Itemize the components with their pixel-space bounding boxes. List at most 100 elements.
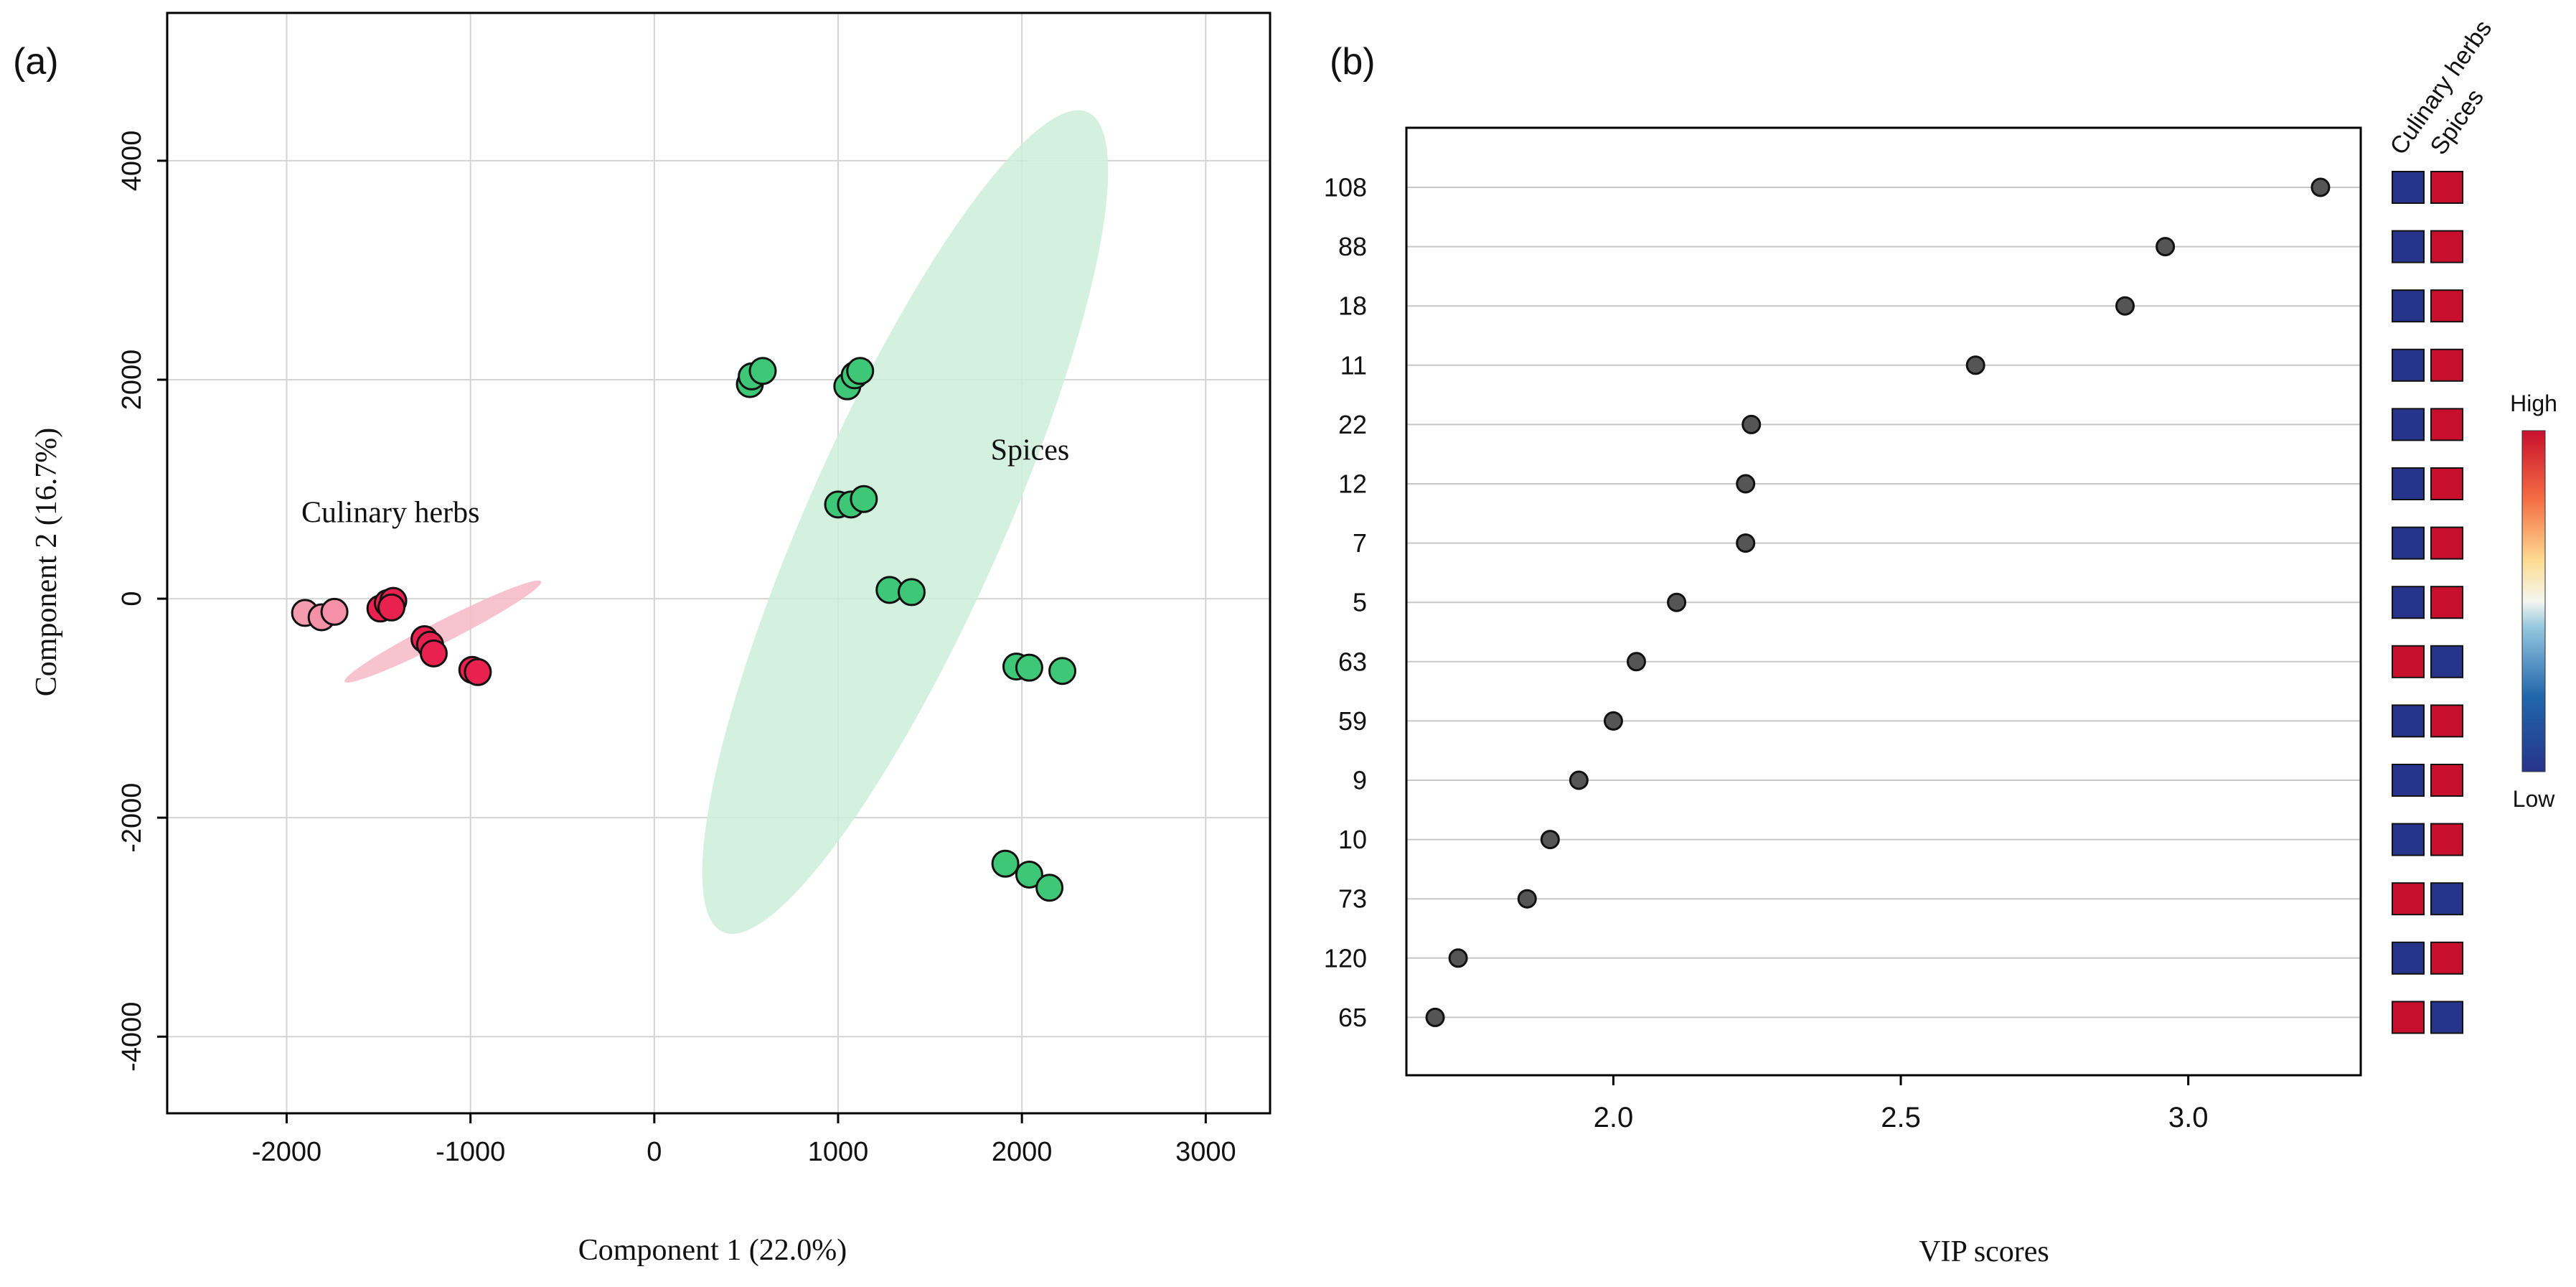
vip-point: [1540, 830, 1560, 850]
scatter-point-culinary-herbs: [320, 597, 349, 626]
scatter-point-spices: [1048, 657, 1077, 685]
heatmap-cell-culinary-herbs: [2392, 230, 2425, 263]
scatter-point-spices: [897, 578, 926, 607]
feature-label: 11: [1340, 350, 1367, 380]
scatter-point-spices: [991, 849, 1020, 878]
heatmap-cell-spices: [2430, 764, 2463, 797]
vip-point: [1448, 948, 1468, 968]
colorbar-low-label: Low: [2513, 786, 2556, 812]
feature-label: 7: [1353, 528, 1367, 558]
heatmap-cell-spices: [2430, 467, 2463, 500]
panel-a-annotations: Culinary herbs Spices: [301, 434, 1069, 529]
panel-a-grid: [167, 13, 1270, 1113]
vip-point: [2115, 296, 2135, 316]
scatter-point-spices: [846, 357, 875, 385]
feature-label: 59: [1338, 706, 1367, 736]
heatmap-cell-culinary-herbs: [2392, 289, 2425, 323]
feature-label: 9: [1353, 766, 1367, 795]
panel-a-label: (a): [13, 41, 59, 83]
y-tick-label: -2000: [117, 783, 147, 853]
panel-a-ellipses: [344, 110, 1109, 934]
heatmap-cell-culinary-herbs: [2392, 1001, 2425, 1034]
vip-point: [1569, 770, 1589, 790]
heatmap-cell-spices: [2430, 171, 2463, 204]
heatmap-cell-culinary-herbs: [2392, 408, 2425, 441]
heatmap-cell-culinary-herbs: [2392, 526, 2425, 560]
scatter-point-spices: [1015, 653, 1043, 682]
y-tick-label: -4000: [117, 1002, 147, 1072]
scatter-point-spices: [1015, 860, 1043, 889]
panel-a: (a) -2000 -1000 0 1000 2000 3000 -4000 -2000 0 2…: [13, 11, 1271, 1267]
scatter-point-spices: [1035, 874, 1064, 902]
vip-point: [1667, 592, 1687, 612]
heatmap-cell-culinary-herbs: [2392, 645, 2425, 678]
heatmap-cell-culinary-herbs: [2392, 941, 2425, 975]
panel-a-plot-frame: [166, 11, 1271, 1115]
heatmap-cell-spices: [2430, 645, 2463, 678]
panel-b-x-axis-label: VIP scores: [1919, 1235, 2049, 1268]
scatter-point-spices: [748, 357, 777, 385]
heatmap-cell-culinary-herbs: [2392, 823, 2425, 856]
panel-a-points: [291, 357, 1077, 902]
heatmap-cell-culinary-herbs: [2392, 704, 2425, 738]
heatmap-cell-culinary-herbs: [2392, 171, 2425, 204]
heatmap-cell-spices: [2430, 408, 2463, 441]
vip-point: [1736, 533, 1756, 553]
feature-label: 108: [1324, 173, 1367, 202]
feature-label: 18: [1338, 291, 1367, 321]
panel-b-heatmap: [2392, 171, 2463, 1034]
x-tick-label: 2000: [992, 1137, 1053, 1167]
group-annotation: Spices: [991, 434, 1070, 467]
group-annotation: Culinary herbs: [301, 496, 479, 529]
panel-b-x-ticks: 2.0 2.5 3.0: [1594, 1075, 2209, 1133]
x-tick-label: 3000: [1175, 1137, 1236, 1167]
feature-label: 5: [1353, 588, 1367, 617]
y-tick-label: 4000: [117, 131, 147, 192]
x-tick-label: 2.0: [1594, 1102, 1634, 1133]
feature-label: 63: [1338, 647, 1367, 676]
scatter-point-culinary-herbs: [464, 657, 492, 686]
x-tick-label: 1000: [808, 1137, 869, 1167]
colorbar-high-label: High: [2510, 390, 2557, 416]
panel-b-plot-frame: [1405, 126, 2362, 1077]
heatmap-cell-culinary-herbs: [2392, 586, 2425, 619]
panel-a-x-ticks: -2000 -1000 0 1000 2000 3000: [252, 1113, 1236, 1167]
feature-label: 12: [1338, 469, 1367, 499]
heatmap-cell-spices: [2430, 882, 2463, 916]
heatmap-cell-spices: [2430, 1001, 2463, 1034]
heatmap-cell-spices: [2430, 586, 2463, 619]
heatmap-cell-culinary-herbs: [2392, 764, 2425, 797]
colorbar: [2521, 430, 2546, 772]
confidence-ellipse-culinary-herbs: [344, 580, 542, 683]
heatmap-cell-spices: [2430, 941, 2463, 975]
heatmap-cell-spices: [2430, 526, 2463, 560]
y-tick-label: 0: [117, 591, 147, 607]
feature-label: 73: [1338, 884, 1367, 914]
heatmap-cell-spices: [2430, 289, 2463, 323]
x-tick-label: 0: [647, 1137, 662, 1167]
scatter-point-spices: [850, 485, 878, 513]
x-tick-label: -1000: [436, 1137, 505, 1167]
vip-point: [2156, 237, 2176, 257]
vip-point: [1626, 652, 1646, 672]
x-tick-label: 2.5: [1881, 1102, 1921, 1133]
panel-a-y-axis-label: Component 2 (16.7%): [30, 428, 63, 696]
heatmap-cell-culinary-herbs: [2392, 348, 2425, 382]
panel-a-x-axis-label: Component 1 (22.0%): [578, 1234, 847, 1267]
vip-point: [1517, 889, 1537, 909]
panel-a-y-ticks: -4000 -2000 0 2000 4000: [117, 131, 167, 1072]
x-tick-label: 3.0: [2168, 1102, 2209, 1133]
confidence-ellipse-spices: [702, 110, 1109, 934]
scatter-point-culinary-herbs: [419, 639, 448, 668]
vip-point: [1736, 474, 1756, 494]
feature-label: 65: [1338, 1003, 1367, 1032]
x-tick-label: -2000: [252, 1137, 321, 1167]
vip-point: [1965, 355, 1985, 375]
feature-label: 120: [1324, 943, 1367, 973]
heatmap-cell-spices: [2430, 348, 2463, 382]
scatter-point-culinary-herbs: [377, 593, 406, 622]
y-tick-label: 2000: [117, 350, 147, 411]
heatmap-cell-culinary-herbs: [2392, 467, 2425, 500]
